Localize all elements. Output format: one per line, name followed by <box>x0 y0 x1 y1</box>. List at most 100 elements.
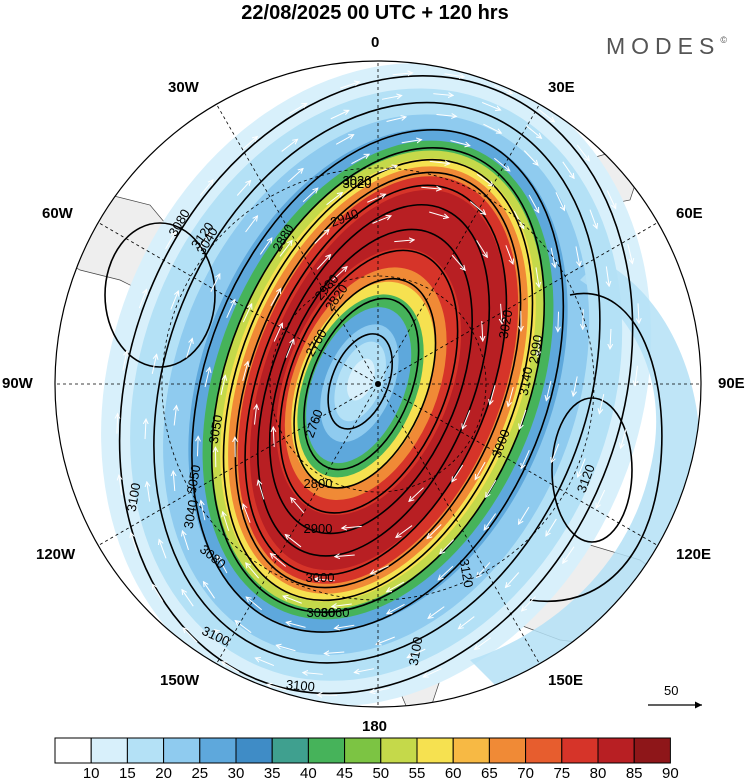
lon-label-60w: 60W <box>42 205 73 222</box>
contour-label: 2990 <box>526 334 546 365</box>
streamline-arrow <box>245 216 258 233</box>
streamline-arrow <box>538 109 555 121</box>
streamline-arrow <box>450 140 469 146</box>
colorbar-swatch <box>271 737 309 764</box>
streamline-arrow <box>606 190 615 209</box>
streamline-arrow <box>285 339 293 358</box>
streamline-arrow <box>199 180 213 196</box>
streamline-arrow <box>335 135 353 145</box>
streamline-arrow <box>199 232 211 250</box>
streamline-arrow <box>217 555 228 574</box>
streamline-arrow <box>481 101 500 110</box>
streamline-arrow <box>476 173 493 186</box>
streamline-arrow <box>421 187 441 189</box>
streamline-arrow <box>505 245 513 264</box>
colorbar-tick-label: 55 <box>408 765 426 782</box>
streamline-arrow <box>324 652 345 653</box>
contour-label: 3020 <box>343 176 372 191</box>
map-title: 22/08/2025 00 UTC + 120 hrs <box>241 2 509 24</box>
streamline-arrow <box>513 210 523 229</box>
streamline-arrow <box>220 375 225 396</box>
lon-label-90e: 90E <box>718 375 745 392</box>
contour-label: 2800 <box>304 476 333 491</box>
streamline-arrow <box>273 427 274 447</box>
contour-label: 3060 <box>307 605 336 620</box>
contour-label: 3100 <box>124 482 144 513</box>
streamline-arrow <box>242 304 251 323</box>
streamline-arrow <box>332 267 347 281</box>
streamline-arrow <box>392 73 413 75</box>
contour-label: 3000 <box>306 570 335 585</box>
streamline-arrow <box>222 662 240 673</box>
streamline-arrow <box>242 362 248 381</box>
streamline-arrow <box>276 645 296 652</box>
colorbar-tick-label: 45 <box>336 765 353 782</box>
streamline-arrow <box>370 565 389 574</box>
streamline-arrow <box>599 393 605 414</box>
streamline-arrow <box>635 365 637 386</box>
streamline-arrow <box>589 209 597 229</box>
streamline-arrow <box>283 596 302 604</box>
streamline-arrow <box>235 621 252 634</box>
streamline-arrow <box>536 267 539 287</box>
streamline-arrow <box>314 229 329 244</box>
streamline-arrow <box>236 181 250 196</box>
streamline-arrow <box>483 123 501 133</box>
colorbar-swatch <box>597 737 635 764</box>
graticule <box>55 61 701 707</box>
contour-3080 <box>153 101 601 664</box>
lon-label-120w: 120W <box>36 546 76 563</box>
streamline-arrow <box>223 512 230 532</box>
streamline-arrow <box>409 487 424 502</box>
contour-label: 3050 <box>184 464 204 495</box>
streamline-arrow <box>494 157 509 171</box>
streamline-arrow <box>170 291 179 310</box>
colorbar-tick-label: 40 <box>300 765 317 782</box>
colorbar-tick-label: 25 <box>191 765 209 782</box>
lon-label-60e: 60E <box>676 205 703 222</box>
streamline-arrow <box>493 85 512 93</box>
streamline-arrow <box>576 144 589 161</box>
streamline-arrow <box>438 565 454 580</box>
streamline-arrow <box>518 506 530 524</box>
contour-label: 3050 <box>206 414 226 445</box>
colorbar-swatch <box>163 737 201 764</box>
lon-label-30w: 30W <box>168 79 199 96</box>
streamline-arrow <box>246 563 260 579</box>
colorbar-swatch <box>126 737 165 764</box>
contour-label: 3020 <box>496 309 516 340</box>
streamline-arrow <box>451 254 465 270</box>
streamline-arrow <box>258 480 265 500</box>
streamline-arrow <box>394 240 414 242</box>
streamline-arrow <box>474 637 491 650</box>
streamline-arrow <box>501 303 502 324</box>
wind-streamlines <box>117 73 639 695</box>
lon-label-0: 0 <box>371 34 380 51</box>
streamline-arrow <box>550 247 555 268</box>
colorbar-swatch <box>199 737 237 764</box>
streamline-arrow <box>372 216 391 224</box>
streamline-arrow <box>287 168 303 183</box>
streamline-arrow <box>367 194 385 203</box>
streamline-arrow <box>259 238 271 255</box>
colorbar-tick-label: 70 <box>517 765 534 782</box>
contour-3060 <box>191 128 565 633</box>
streamline-arrow <box>476 240 488 257</box>
streamline-arrow <box>243 504 251 523</box>
streamline-arrow <box>546 380 552 400</box>
streamline-arrow <box>302 188 318 203</box>
streamline-arrow <box>204 368 210 388</box>
streamline-arrow <box>354 668 375 673</box>
contour-3020 <box>222 158 534 602</box>
streamline-arrow <box>285 535 302 548</box>
streamline-arrow <box>627 243 633 263</box>
streamline-arrow <box>578 458 586 477</box>
streamline-arrow <box>215 630 231 643</box>
streamline-arrow <box>484 513 497 530</box>
colorbar-swatch <box>344 737 382 764</box>
streamline-arrow <box>386 117 406 122</box>
streamline-arrow <box>152 584 164 602</box>
streamline-arrow <box>573 376 578 396</box>
streamline-arrow <box>317 695 338 696</box>
